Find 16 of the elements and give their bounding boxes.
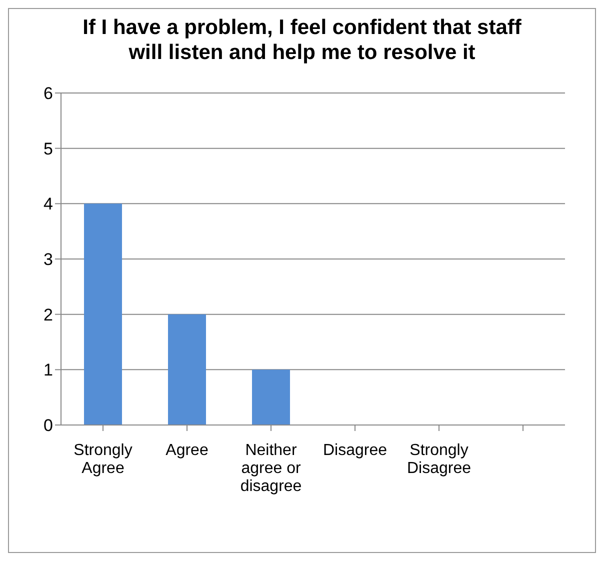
y-tick-label: 6 — [44, 84, 53, 104]
y-tick-label: 4 — [44, 194, 53, 214]
bar — [168, 314, 206, 425]
x-tick-label: Strongly Agree — [74, 442, 132, 477]
bar — [84, 204, 122, 425]
y-tick-label: 3 — [44, 250, 53, 270]
x-tick-label: Neither agree or disagree — [240, 442, 302, 495]
y-tick-label: 1 — [44, 360, 53, 380]
x-tick-label: Strongly Disagree — [406, 442, 472, 477]
x-tick-label: Disagree — [322, 442, 388, 459]
y-tick-label: 5 — [44, 139, 53, 158]
bar — [252, 370, 290, 425]
chart-title: If I have a problem, I feel confident that staff will listen and help me to resolve it — [82, 15, 522, 65]
y-tick-label: 2 — [44, 305, 53, 324]
x-tick-label: Agree — [166, 442, 208, 459]
y-tick-label: 0 — [44, 416, 53, 436]
